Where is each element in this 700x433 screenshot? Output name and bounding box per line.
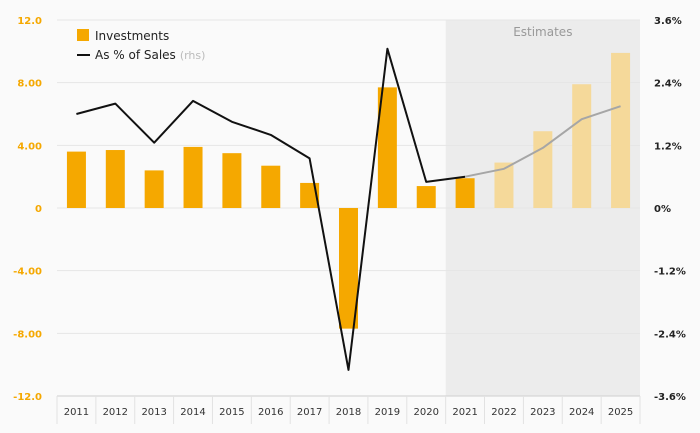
bar-2014 (183, 146, 203, 208)
y-tick-right: -3.6% (654, 392, 686, 403)
x-tick-label: 2022 (491, 407, 516, 418)
line-actual (76, 47, 466, 371)
x-tick-label: 2024 (569, 407, 594, 418)
y-tick-left: -8.00 (13, 329, 42, 340)
x-tick-label: 2015 (219, 407, 244, 418)
bar-2016 (261, 165, 281, 208)
x-tick-label: 2016 (258, 407, 283, 418)
x-tick-label: 2012 (103, 407, 128, 418)
y-tick-left: 8.00 (17, 79, 42, 90)
x-tick-label: 2020 (414, 407, 439, 418)
bar-2019 (377, 87, 397, 208)
left-axis-ticks: -12.0 -8.00 -4.00 0 4.00 8.00 12.0 (13, 16, 42, 403)
x-tick-label: 2021 (452, 407, 477, 418)
x-tick-label: 2017 (297, 407, 322, 418)
legend-swatch-investments (77, 29, 89, 41)
bar-2018 (339, 208, 358, 329)
y-tick-left: -4.00 (13, 267, 42, 278)
x-tick-label: 2023 (530, 407, 555, 418)
y-tick-right: 3.6% (654, 16, 682, 27)
x-tick-label: 2014 (180, 407, 205, 418)
legend-label-sales-pct: As % of Sales (rhs) (95, 48, 205, 62)
bar-2015 (222, 153, 242, 208)
y-tick-left: 12.0 (17, 16, 42, 27)
y-tick-left: 4.00 (17, 141, 42, 152)
sales-pct-line (76, 47, 621, 371)
x-axis: 2011 2012 2013 2014 2015 2016 2017 2018 2019 2020… (56, 395, 641, 424)
bar-2022 (494, 162, 514, 208)
y-tick-left: 0 (35, 204, 42, 215)
legend[interactable]: Investments As % of Sales (rhs) (77, 29, 205, 62)
y-tick-right: 1.2% (654, 141, 682, 152)
legend-label-sales-pct-main: As % of Sales (95, 48, 176, 62)
right-axis-ticks: -3.6% -2.4% -1.2% 0% 1.2% 2.4% 3.6% (654, 16, 686, 403)
bar-2020 (416, 186, 436, 208)
bar-2012 (105, 150, 125, 208)
estimates-label: Estimates (513, 25, 572, 39)
x-tick-label: 2013 (141, 407, 166, 418)
x-tick-label: 2025 (608, 407, 633, 418)
x-tick-label: 2019 (375, 407, 400, 418)
y-tick-right: 0% (654, 204, 671, 215)
y-tick-right: -1.2% (654, 267, 686, 278)
line-estimate (464, 105, 621, 178)
y-tick-left: -12.0 (13, 392, 42, 403)
y-tick-right: -2.4% (654, 329, 686, 340)
x-tick-label: 2018 (336, 407, 361, 418)
y-tick-right: 2.4% (654, 79, 682, 90)
bar-2011 (66, 151, 86, 208)
bar-2025 (611, 52, 631, 209)
bar-2024 (572, 84, 592, 208)
x-tick-label: 2011 (64, 407, 89, 418)
legend-label-rhs: (rhs) (180, 49, 206, 62)
bar-2021 (455, 178, 475, 208)
legend-label-investments: Investments (95, 29, 169, 43)
bar-2013 (144, 170, 164, 208)
